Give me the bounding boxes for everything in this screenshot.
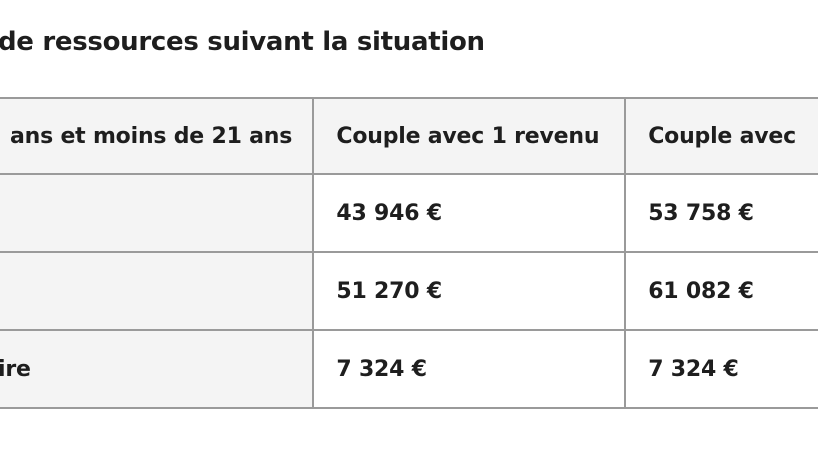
table-row: 43 946 € 53 758 € bbox=[0, 173, 818, 253]
column-header-couple-1-revenu: Couple avec 1 revenu bbox=[312, 97, 627, 175]
table-header-row: ans et moins de 21 ans Couple avec 1 rev… bbox=[0, 97, 818, 175]
table-row: ire 7 324 € 7 324 € bbox=[0, 329, 818, 409]
table-cell: 43 946 € bbox=[312, 173, 627, 253]
table-cell: 7 324 € bbox=[624, 329, 818, 409]
table-cell: 53 758 € bbox=[624, 173, 818, 253]
column-header-couple-2-revenus: Couple avec bbox=[624, 97, 818, 175]
column-header-situation: ans et moins de 21 ans bbox=[0, 97, 315, 175]
row-label bbox=[0, 251, 315, 331]
table-row: 51 270 € 61 082 € bbox=[0, 251, 818, 331]
table-caption: de ressources suivant la situation bbox=[0, 27, 485, 57]
resources-table: ans et moins de 21 ans Couple avec 1 rev… bbox=[0, 97, 818, 409]
table-cell: 7 324 € bbox=[312, 329, 627, 409]
row-label: ire bbox=[0, 329, 315, 409]
row-label bbox=[0, 173, 315, 253]
table-cell: 51 270 € bbox=[312, 251, 627, 331]
table-cell: 61 082 € bbox=[624, 251, 818, 331]
